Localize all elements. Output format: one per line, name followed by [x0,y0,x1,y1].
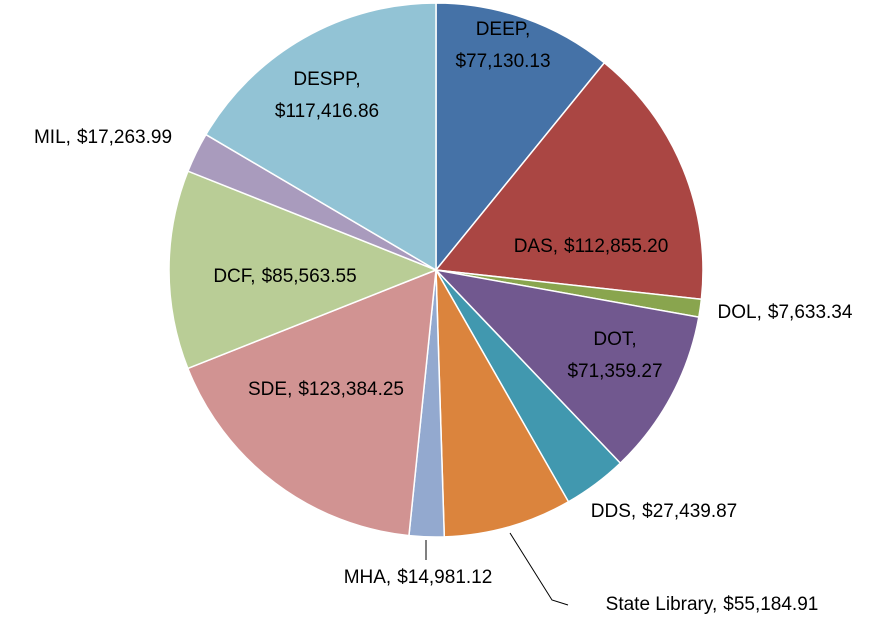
leader-line [509,532,569,606]
label-separator: , [250,266,255,287]
label-category: DESPP [293,69,357,90]
label-category: DDS [591,501,631,522]
label-separator: , [525,19,530,40]
label-category: DEEP [476,19,527,40]
data-label: DEEP, $77,130.13 [455,19,550,72]
data-label: SDE, $123,384.25 [248,379,404,400]
label-value: $85,563.55 [262,266,357,287]
pie-slice [168,170,439,370]
data-label: DOT, $71,359.27 [567,329,662,382]
data-label: DDS, $27,439.87 [591,501,738,522]
pie-slice [435,2,606,273]
data-label: DOL, $7,633.34 [718,302,853,323]
data-label: MIL, $17,263.99 [34,127,172,148]
label-separator: , [757,302,762,323]
label-value: $17,263.99 [77,127,172,148]
data-label: DCF, $85,563.55 [213,266,356,287]
label-value: $112,855.20 [564,236,668,257]
label-category: DCF [213,266,251,287]
label-separator: , [355,69,360,90]
pie-slice [434,61,704,301]
label-category: DOL [718,302,757,323]
label-category: MIL [34,127,66,148]
label-value: $117,416.86 [275,101,379,122]
data-label: DAS, $112,855.20 [514,236,669,257]
label-separator: , [712,594,717,615]
label-separator: , [287,379,292,400]
label-value: $77,130.13 [455,51,550,72]
label-category: SDE [248,379,287,400]
label-separator: , [553,236,558,257]
label-separator: , [631,329,636,350]
label-category: DOT [593,329,634,350]
data-label: MHA, $14,981.12 [344,567,493,588]
pie-slice [435,269,570,538]
label-value: $14,981.12 [397,567,492,588]
label-category: MHA [344,567,387,588]
label-value: $71,359.27 [567,361,662,382]
label-separator: , [386,567,391,588]
label-value: $7,633.34 [768,302,853,323]
label-category: State Library [606,594,714,615]
label-separator: , [66,127,71,148]
label-separator: , [631,501,636,522]
label-value: $27,439.87 [642,501,737,522]
pie-slice [433,268,700,465]
label-value: $123,384.25 [298,379,404,400]
pie-slice [204,2,437,272]
pie-slice [186,268,437,537]
data-label: DESPP, $117,416.86 [275,69,379,122]
label-value: $55,184.91 [723,594,818,615]
label-category: DAS [514,236,553,257]
data-label: State Library, $55,184.91 [606,594,819,615]
